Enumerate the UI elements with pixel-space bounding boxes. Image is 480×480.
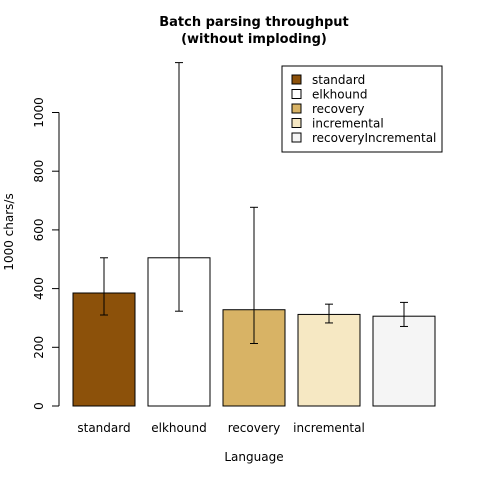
legend-swatch bbox=[291, 103, 302, 114]
error-bars-group bbox=[100, 62, 408, 344]
legend: standardelkhoundrecoveryincrementalrecov… bbox=[281, 65, 443, 153]
y-tick-label: 600 bbox=[32, 218, 46, 241]
x-axis-label: Language bbox=[224, 450, 283, 464]
bar-incremental bbox=[297, 313, 361, 407]
legend-label: elkhound bbox=[312, 88, 367, 102]
y-tick-label: 400 bbox=[32, 277, 46, 300]
y-axis: 0 200 400 600 800 1000 bbox=[32, 97, 60, 410]
y-tick-label: 200 bbox=[32, 336, 46, 359]
legend-label: incremental bbox=[312, 117, 384, 131]
legend-swatch bbox=[291, 74, 302, 85]
legend-swatch bbox=[291, 118, 302, 128]
x-tick-label: recovery bbox=[228, 421, 281, 435]
x-tick-labels: standard elkhound recovery incremental bbox=[77, 421, 364, 435]
legend-box bbox=[281, 65, 443, 153]
y-tick-label: 1000 bbox=[32, 97, 46, 128]
x-tick-label: incremental bbox=[293, 421, 365, 435]
y-tick-label: 800 bbox=[32, 160, 46, 183]
legend-label: recoveryIncremental bbox=[312, 131, 436, 145]
chart-title: Batch parsing throughput bbox=[159, 15, 349, 30]
legend-swatch bbox=[291, 132, 302, 143]
y-axis-label: 1000 chars/s bbox=[2, 193, 16, 270]
legend-label: standard bbox=[312, 73, 365, 87]
x-tick-label: elkhound bbox=[151, 421, 206, 435]
bar-recoveryIncremental bbox=[372, 315, 436, 407]
chart-subtitle: (without imploding) bbox=[181, 32, 327, 47]
legend-label: recovery bbox=[312, 102, 365, 116]
legend-swatch bbox=[291, 89, 302, 99]
y-tick-label: 0 bbox=[32, 402, 46, 410]
x-tick-label: standard bbox=[77, 421, 130, 435]
